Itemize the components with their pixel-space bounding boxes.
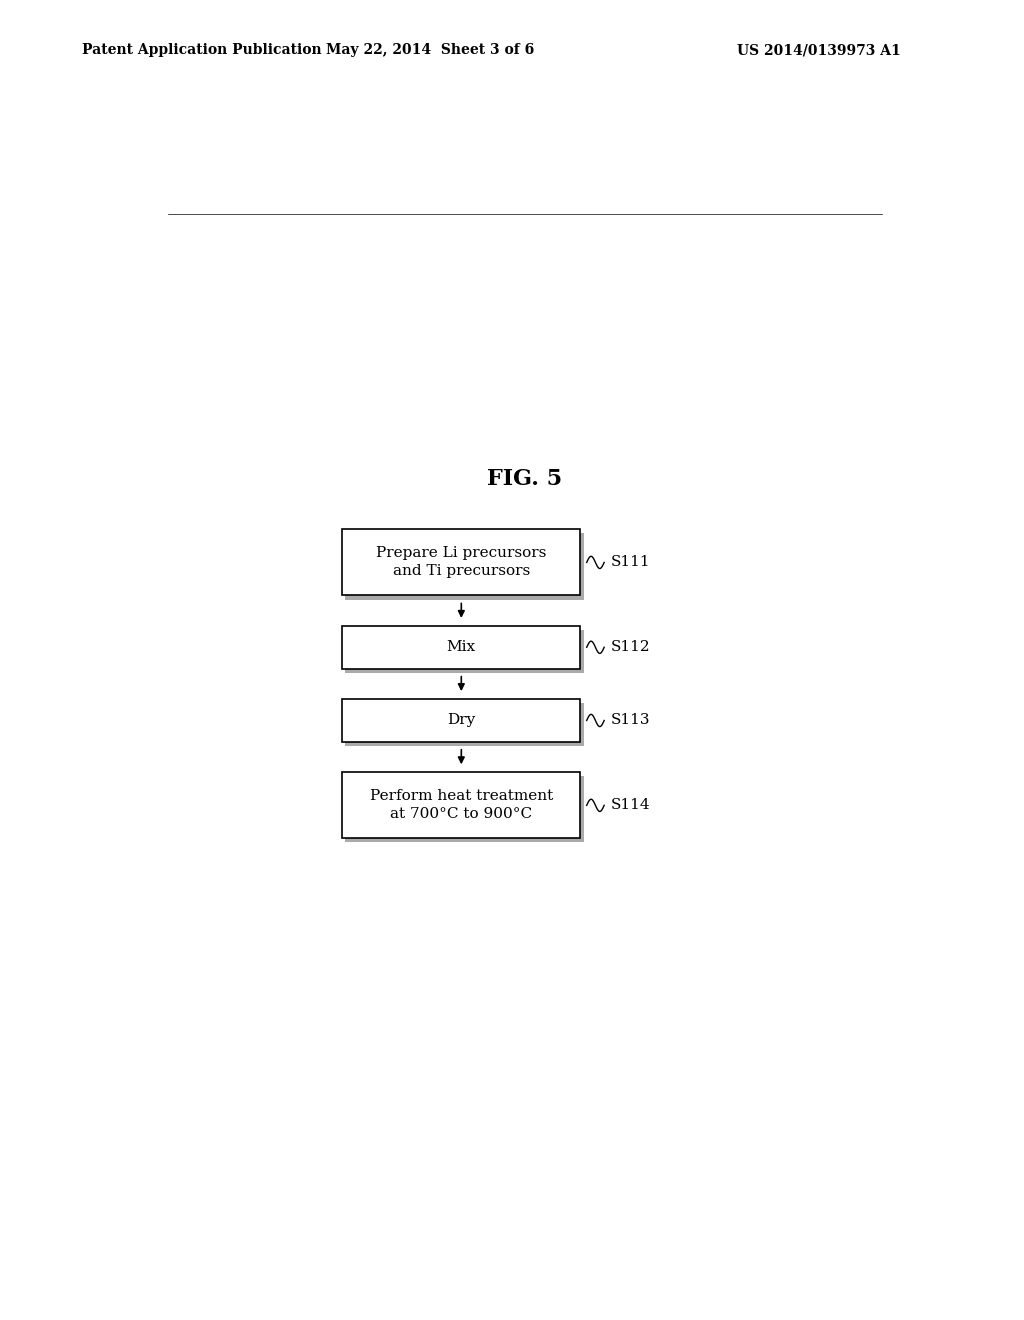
Bar <box>342 700 581 742</box>
Text: FIG. 5: FIG. 5 <box>487 467 562 490</box>
Text: S113: S113 <box>610 714 650 727</box>
Bar <box>345 630 584 673</box>
Text: Patent Application Publication: Patent Application Publication <box>82 44 322 57</box>
Bar <box>342 626 581 669</box>
Text: Perform heat treatment
at 700°C to 900°C: Perform heat treatment at 700°C to 900°C <box>370 789 553 821</box>
Bar <box>342 772 581 838</box>
Bar <box>345 704 584 746</box>
Text: May 22, 2014  Sheet 3 of 6: May 22, 2014 Sheet 3 of 6 <box>326 44 535 57</box>
Text: Dry: Dry <box>447 714 475 727</box>
Text: S112: S112 <box>610 640 650 655</box>
Text: S114: S114 <box>610 799 650 812</box>
Text: Mix: Mix <box>446 640 476 655</box>
Bar <box>345 533 584 599</box>
Bar <box>345 776 584 842</box>
Text: US 2014/0139973 A1: US 2014/0139973 A1 <box>737 44 901 57</box>
Bar <box>342 529 581 595</box>
Text: S111: S111 <box>610 556 650 569</box>
Text: Prepare Li precursors
and Ti precursors: Prepare Li precursors and Ti precursors <box>376 546 547 578</box>
